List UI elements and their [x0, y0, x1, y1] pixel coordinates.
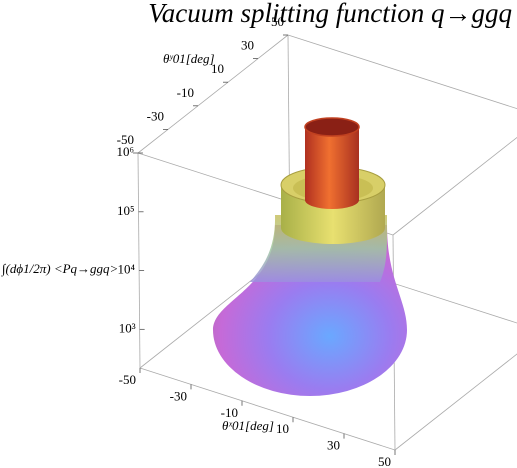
- x-axis-label: θˣ01[deg]: [222, 418, 274, 433]
- x-tick-label: 30: [327, 438, 340, 453]
- z-tick-label: 10⁶: [116, 144, 134, 159]
- surface-top-rim: [304, 117, 360, 137]
- surface-top-tier: [305, 127, 359, 209]
- y-tick-label: -50: [117, 132, 134, 147]
- x-tick-label: -10: [221, 405, 238, 420]
- y-tick-label: 10: [211, 61, 224, 76]
- z-tick-label: 10⁵: [117, 203, 135, 218]
- box-edge: [392, 136, 517, 236]
- x-tick-label: -30: [170, 388, 187, 403]
- box-edge: [287, 34, 517, 110]
- x-tick-label: 10: [276, 421, 289, 436]
- box-edge: [394, 353, 517, 451]
- z-tick-label: 10⁴: [118, 262, 136, 277]
- z-axis-label: ∫(dϕ1/2π) <Pq→ggq>: [1, 261, 118, 277]
- y-tick-label: 50: [271, 14, 284, 29]
- y-axis-label: θʸ01[deg]: [163, 51, 215, 66]
- x-tick-label: 50: [378, 454, 391, 468]
- x-tick-label: -50: [119, 372, 136, 387]
- z-tick-label: 10³: [119, 320, 136, 335]
- box-edge: [139, 367, 396, 451]
- surface: [213, 117, 407, 396]
- box-edge: [137, 34, 289, 154]
- y-tick-label: -30: [147, 108, 164, 123]
- chart-title: Vacuum splitting function q→ggq: [148, 0, 512, 28]
- box-edge: [137, 152, 141, 369]
- y-tick-label: 30: [241, 38, 254, 53]
- y-tick-label: -10: [177, 85, 194, 100]
